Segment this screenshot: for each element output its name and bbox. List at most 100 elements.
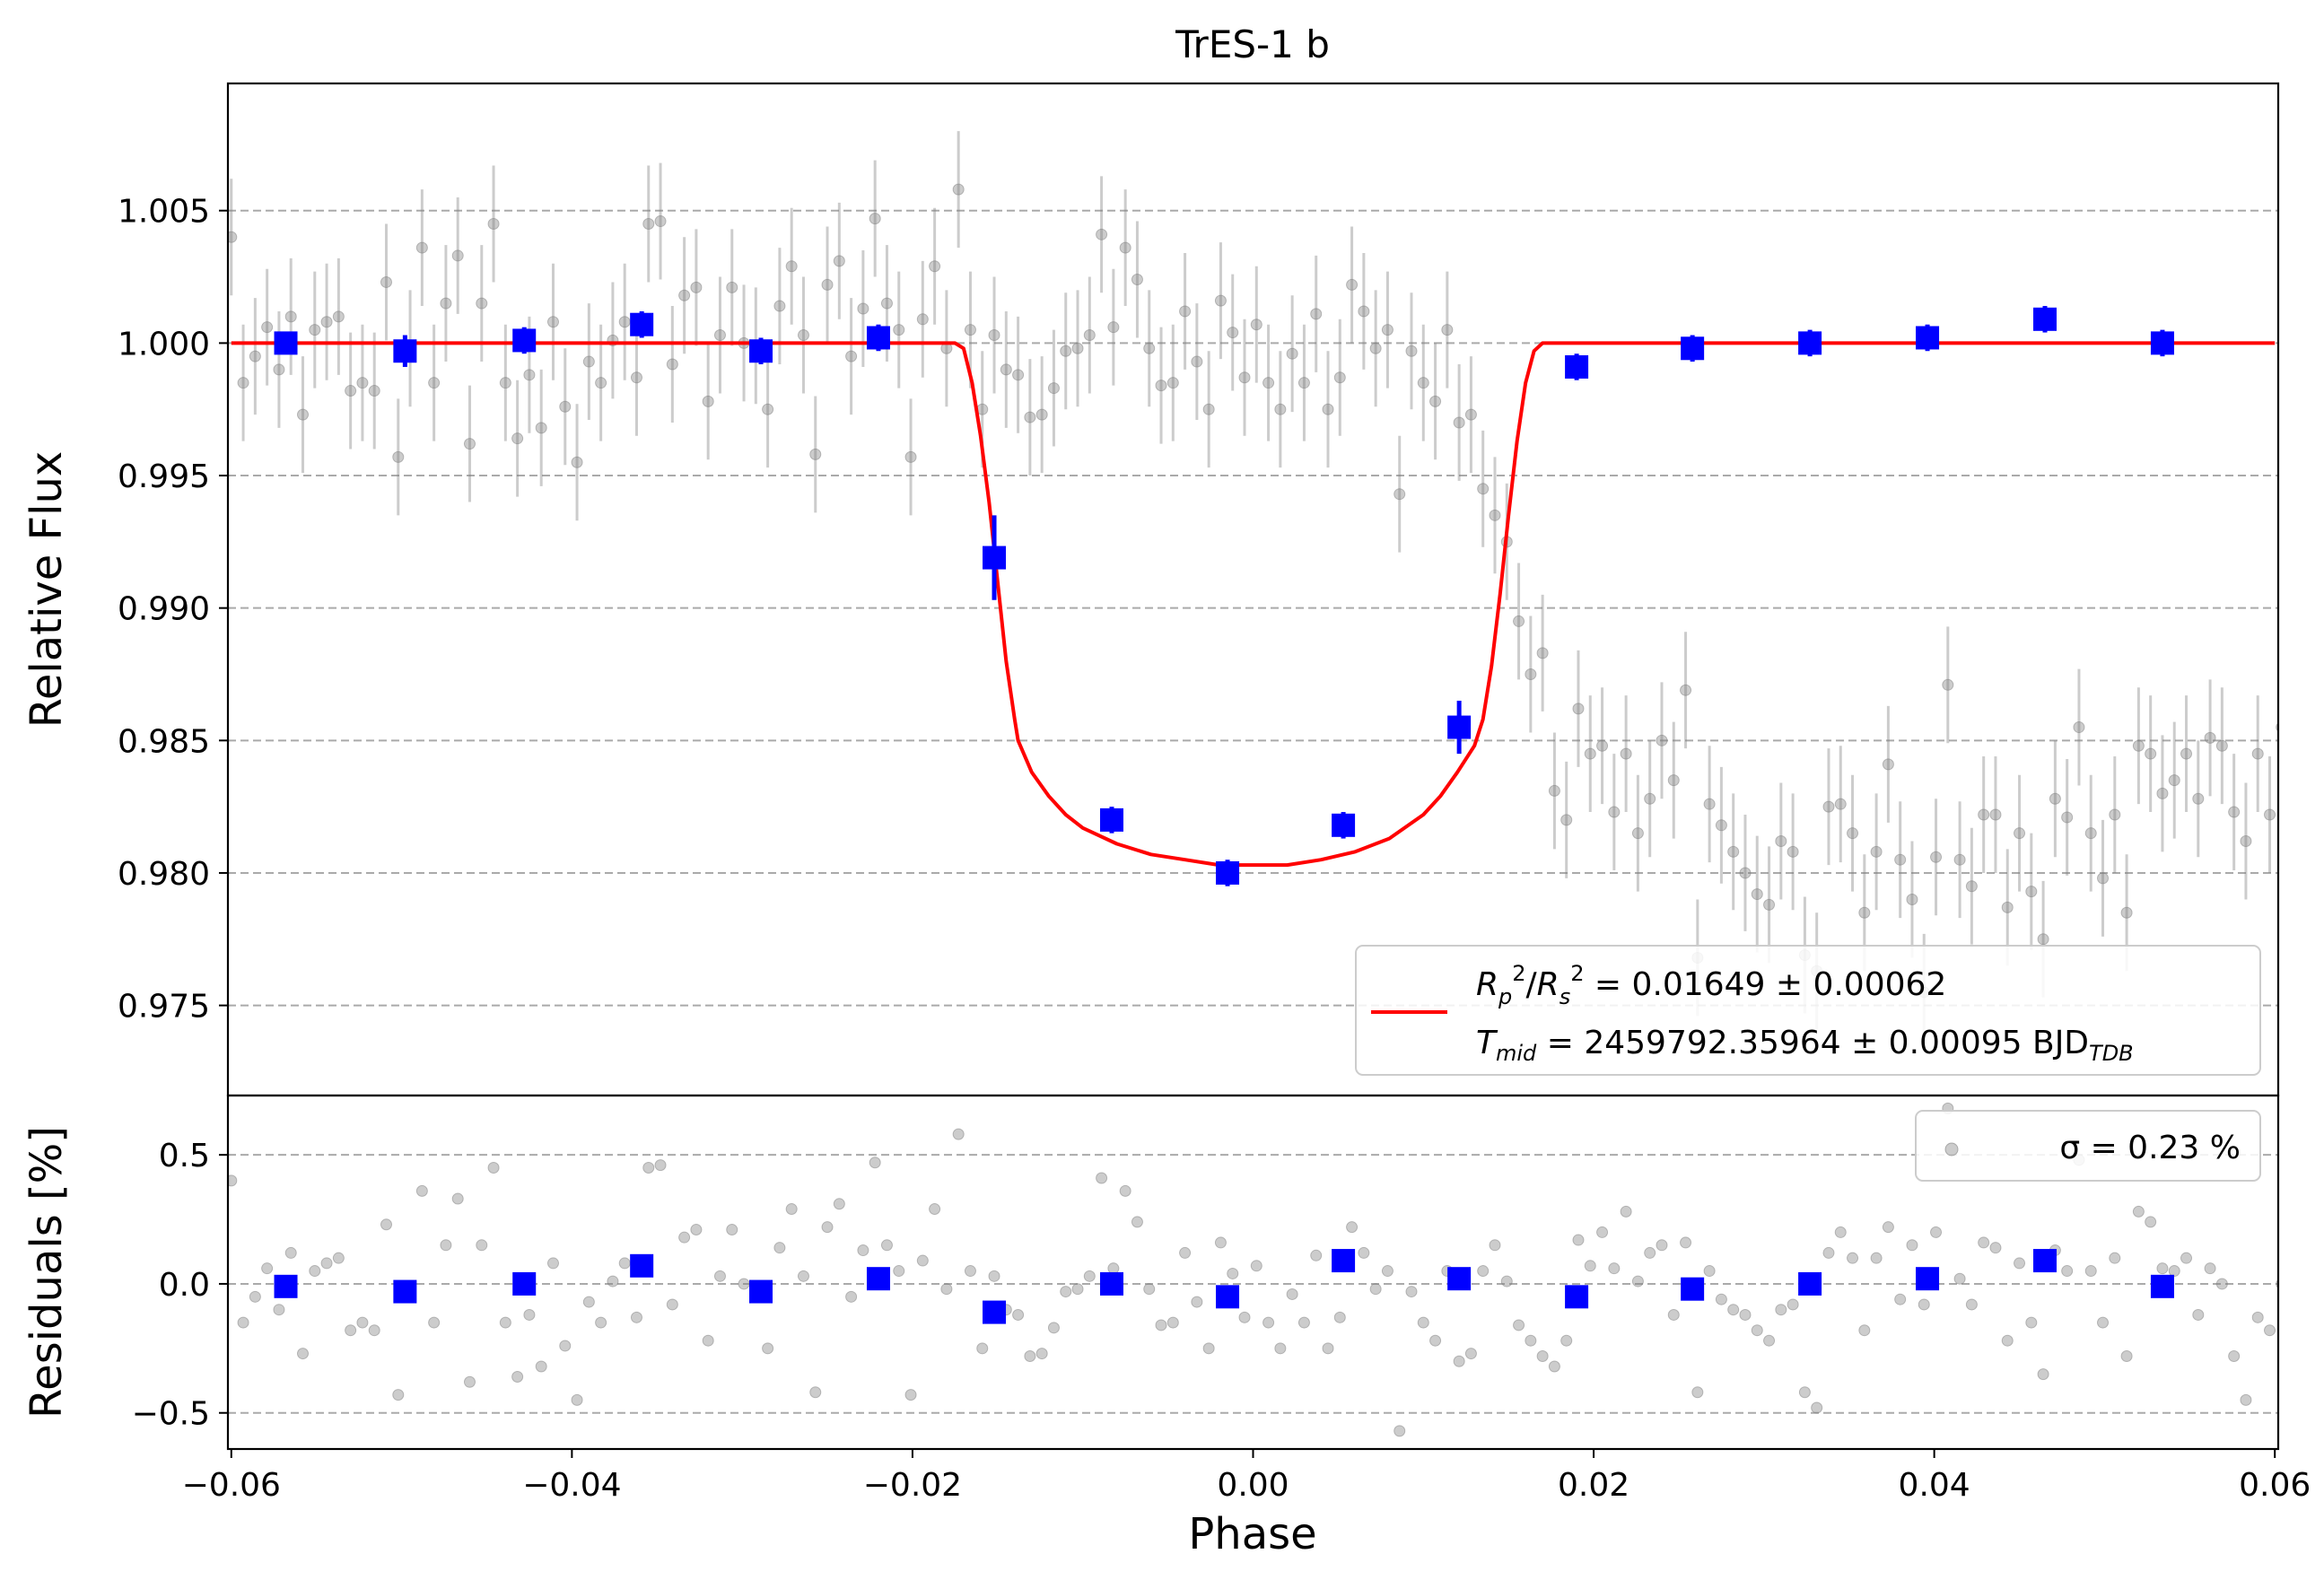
residuals-raw-point <box>1608 1262 1621 1275</box>
residuals-raw-point <box>809 1386 822 1399</box>
flux-raw-point <box>451 249 464 262</box>
residuals-raw-point <box>1035 1348 1048 1360</box>
flux-raw-point <box>1250 319 1262 331</box>
flux-raw-point <box>1680 684 1692 696</box>
flux-raw-point <box>476 297 488 310</box>
residuals-y-tick-label: 0.0 <box>159 1267 210 1304</box>
flux-raw-point <box>261 321 274 334</box>
residuals-binned-point <box>983 1300 1007 1324</box>
residuals-raw-point <box>2025 1316 2038 1329</box>
flux-raw-point <box>392 450 405 463</box>
residuals-raw-point <box>893 1265 905 1278</box>
phase-x-axis-label: Phase <box>1188 1509 1316 1559</box>
residuals-raw-point <box>630 1311 642 1323</box>
residuals-raw-point <box>845 1290 858 1303</box>
residuals-raw-point <box>1584 1260 1596 1272</box>
flux-raw-point <box>1513 615 1525 627</box>
residuals-raw-point <box>2251 1311 2264 1323</box>
residuals-raw-point <box>1250 1260 1262 1272</box>
residuals-raw-point <box>476 1239 488 1252</box>
flux-raw-point <box>1572 703 1585 715</box>
flux-binned-point <box>866 326 890 350</box>
flux-raw-points <box>228 131 2278 1051</box>
residuals-raw-point <box>2192 1308 2205 1321</box>
flux-y-tick-label: 0.985 <box>118 723 210 760</box>
residuals-raw-point <box>2168 1265 2180 1278</box>
flux-raw-point <box>1870 845 1883 858</box>
flux-y-tick-label: 0.975 <box>118 989 210 1026</box>
flux-raw-point <box>678 289 691 301</box>
residuals-raw-point <box>833 1198 845 1210</box>
residuals-raw-point <box>2120 1349 2133 1362</box>
flux-raw-point <box>2215 739 2228 752</box>
flux-raw-point <box>571 456 583 468</box>
flux-raw-point <box>1739 867 1752 879</box>
flux-binned-points <box>274 306 2174 886</box>
flux-raw-point <box>713 329 726 342</box>
flux-raw-point <box>1536 647 1549 659</box>
flux-raw-point <box>1179 305 1192 318</box>
residuals-raw-point <box>1548 1360 1560 1373</box>
flux-binned-point <box>393 339 417 363</box>
flux-raw-point <box>1667 774 1680 787</box>
flux-raw-point <box>1322 403 1334 415</box>
residuals-raw-point <box>1238 1311 1251 1323</box>
flux-raw-point <box>228 231 238 243</box>
flux-raw-point <box>964 324 976 336</box>
flux-raw-point <box>546 316 559 328</box>
flux-binned-point <box>274 331 298 355</box>
phase-x-tick-label: −0.02 <box>863 1467 962 1504</box>
residuals-raw-point <box>237 1316 249 1329</box>
flux-y-ticks: 0.975 0.980 0.985 0.990 0.995 1.000 1.005 <box>118 194 228 1026</box>
flux-raw-point <box>1035 408 1048 421</box>
residuals-raw-point <box>904 1389 917 1401</box>
residuals-raw-point <box>1096 1172 1108 1184</box>
residuals-raw-point <box>546 1257 559 1270</box>
flux-raw-point <box>511 432 524 445</box>
flux-raw-point <box>1083 329 1096 342</box>
flux-raw-point <box>320 316 333 328</box>
flux-raw-point <box>1358 305 1370 318</box>
residuals-raw-point <box>1310 1249 1323 1261</box>
residuals-raw-point <box>1286 1288 1298 1300</box>
residuals-raw-point <box>487 1162 500 1174</box>
residuals-raw-point <box>1715 1293 1727 1305</box>
flux-legend-box <box>1355 945 2261 1076</box>
flux-raw-point <box>1548 784 1560 797</box>
residuals-raw-point <box>1394 1425 1406 1437</box>
residuals-binned-point <box>630 1253 654 1278</box>
phase-x-tick-label: 0.02 <box>1558 1467 1629 1504</box>
residuals-raw-point <box>1965 1298 1978 1311</box>
flux-raw-point <box>1751 888 1763 901</box>
residuals-raw-point <box>1691 1386 1704 1399</box>
residuals-raw-point <box>284 1246 297 1259</box>
flux-binned-point <box>1681 336 1705 361</box>
residuals-raw-point <box>1083 1270 1096 1282</box>
flux-raw-point <box>2240 835 2252 848</box>
residuals-raw-point <box>702 1334 714 1347</box>
flux-raw-point <box>1381 324 1394 336</box>
residuals-raw-point <box>1453 1355 1465 1367</box>
residuals-raw-point <box>1930 1226 1943 1238</box>
flux-raw-point <box>1775 835 1787 848</box>
phase-x-tick-label: 0.00 <box>1217 1467 1289 1504</box>
flux-binned-point <box>1565 354 1589 379</box>
flux-raw-point <box>904 450 917 463</box>
residuals-raw-point <box>1620 1205 1632 1218</box>
residuals-binned-point <box>1447 1267 1472 1291</box>
residuals-raw-point <box>368 1324 380 1337</box>
residuals-raw-point <box>976 1342 989 1355</box>
residuals-raw-point <box>2109 1252 2121 1264</box>
residuals-binned-point <box>1916 1267 1940 1291</box>
flux-raw-point <box>1727 845 1740 858</box>
flux-raw-point <box>1047 382 1060 395</box>
residuals-raw-point <box>821 1221 834 1234</box>
flux-raw-point <box>1930 851 1943 863</box>
residuals-raw-point <box>1166 1316 1179 1329</box>
flux-raw-point <box>762 403 774 415</box>
flux-raw-point <box>952 183 965 196</box>
flux-raw-point <box>1143 342 1156 354</box>
residuals-binned-point <box>866 1267 890 1291</box>
flux-raw-point <box>702 395 714 407</box>
